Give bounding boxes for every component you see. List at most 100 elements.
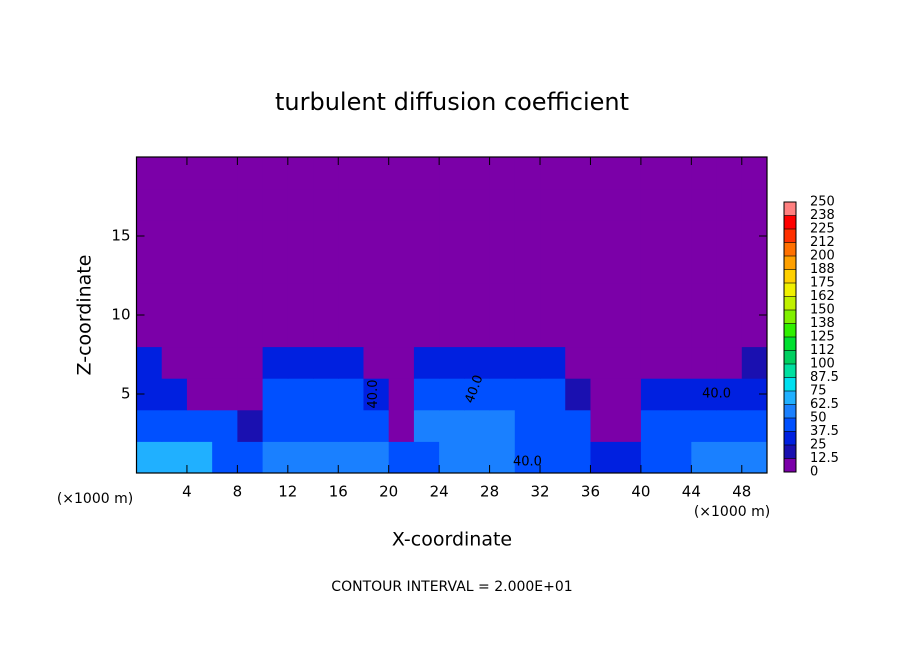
field-cell: [363, 251, 390, 284]
field-cell: [136, 157, 163, 190]
colorbar-label: 25: [810, 438, 827, 453]
field-cell: [313, 409, 339, 442]
field-cell: [540, 378, 566, 411]
field-cell: [363, 346, 390, 379]
field-cell: [212, 409, 238, 442]
field-cell: [640, 441, 667, 474]
field-cell: [136, 441, 163, 474]
x-tick-label: 16: [329, 483, 348, 501]
field-cell: [212, 283, 238, 316]
field-cell: [237, 188, 264, 221]
field-cell: [136, 283, 163, 316]
field-cell: [666, 283, 692, 316]
field-cell: [237, 283, 264, 316]
field-cell: [741, 315, 768, 348]
field-cell: [439, 251, 465, 284]
field-cell: [716, 220, 743, 253]
field-cell: [287, 283, 314, 316]
field-cell: [161, 157, 188, 190]
field-cell: [237, 251, 264, 284]
field-cell: [540, 346, 566, 379]
field-cell: [615, 220, 642, 253]
colorbar-label: 12.5: [810, 451, 839, 466]
field-cell: [514, 315, 541, 348]
field-cell: [313, 251, 339, 284]
field-cell: [388, 346, 415, 379]
field-cell: [262, 315, 289, 348]
field-cell: [212, 220, 238, 253]
field-cell: [540, 441, 566, 474]
field-cell: [666, 409, 692, 442]
field-cell: [186, 283, 213, 316]
field-cell: [565, 188, 591, 221]
field-cell: [489, 409, 516, 442]
x-unit: (×1000 m): [57, 491, 133, 507]
field-cell: [338, 315, 364, 348]
x-tick-label: 4: [182, 483, 192, 501]
field-cell: [590, 441, 617, 474]
colorbar-band: [784, 431, 796, 445]
colorbar-label: 250: [810, 195, 835, 210]
field-cell: [489, 220, 516, 253]
contour-label: 40.0: [702, 387, 731, 402]
field-cell: [338, 251, 364, 284]
field-cell: [691, 378, 718, 411]
y-tick-label: 10: [111, 306, 130, 324]
field-cell: [287, 315, 314, 348]
field-cell: [439, 346, 465, 379]
field-cell: [464, 378, 491, 411]
field-cell: [565, 251, 591, 284]
field-cell: [212, 157, 238, 190]
field-cell: [464, 315, 491, 348]
field-cell: [413, 283, 440, 316]
field-cell: [363, 409, 390, 442]
field-cell: [590, 378, 617, 411]
field-cell: [313, 378, 339, 411]
field-cell: [136, 251, 163, 284]
field-cell: [287, 409, 314, 442]
field-cell: [186, 409, 213, 442]
field-cell: [540, 315, 566, 348]
field-cell: [514, 157, 541, 190]
colorbar-label: 175: [810, 276, 835, 291]
field-cell: [640, 378, 667, 411]
field-cell: [565, 315, 591, 348]
field-cell: [439, 378, 465, 411]
field-cell: [565, 157, 591, 190]
colorbar-band: [784, 391, 796, 405]
colorbar-band: [784, 337, 796, 351]
x-tick-label: 28: [480, 483, 499, 501]
field-cell: [716, 157, 743, 190]
field-cell: [590, 315, 617, 348]
field-cell: [666, 441, 692, 474]
colorbar-label: 138: [810, 316, 835, 331]
field-cell: [691, 157, 718, 190]
field-cell: [388, 188, 415, 221]
field-cell: [262, 346, 289, 379]
field-cell: [640, 220, 667, 253]
x-tick-label: 24: [430, 483, 449, 501]
field-cell: [666, 315, 692, 348]
field-cell: [338, 220, 364, 253]
colorbar-label: 100: [810, 357, 835, 372]
field-cell: [540, 283, 566, 316]
field-cell: [565, 346, 591, 379]
field-cell: [338, 441, 364, 474]
field-cell: [338, 283, 364, 316]
field-cell: [388, 378, 415, 411]
field-cell: [565, 220, 591, 253]
field-cell: [338, 188, 364, 221]
field-cell: [691, 441, 718, 474]
colorbar-band: [784, 296, 796, 310]
colorbar-band: [784, 350, 796, 364]
field-cell: [741, 283, 768, 316]
field-cell: [338, 378, 364, 411]
field-cell: [640, 346, 667, 379]
colorbar-band: [784, 229, 796, 243]
x-tick-label: 8: [233, 483, 243, 501]
colorbar-label: 212: [810, 235, 835, 250]
field-cell: [287, 441, 314, 474]
x-tick-label: 36: [581, 483, 600, 501]
colorbar-label: 125: [810, 330, 835, 345]
field-cell: [691, 346, 718, 379]
